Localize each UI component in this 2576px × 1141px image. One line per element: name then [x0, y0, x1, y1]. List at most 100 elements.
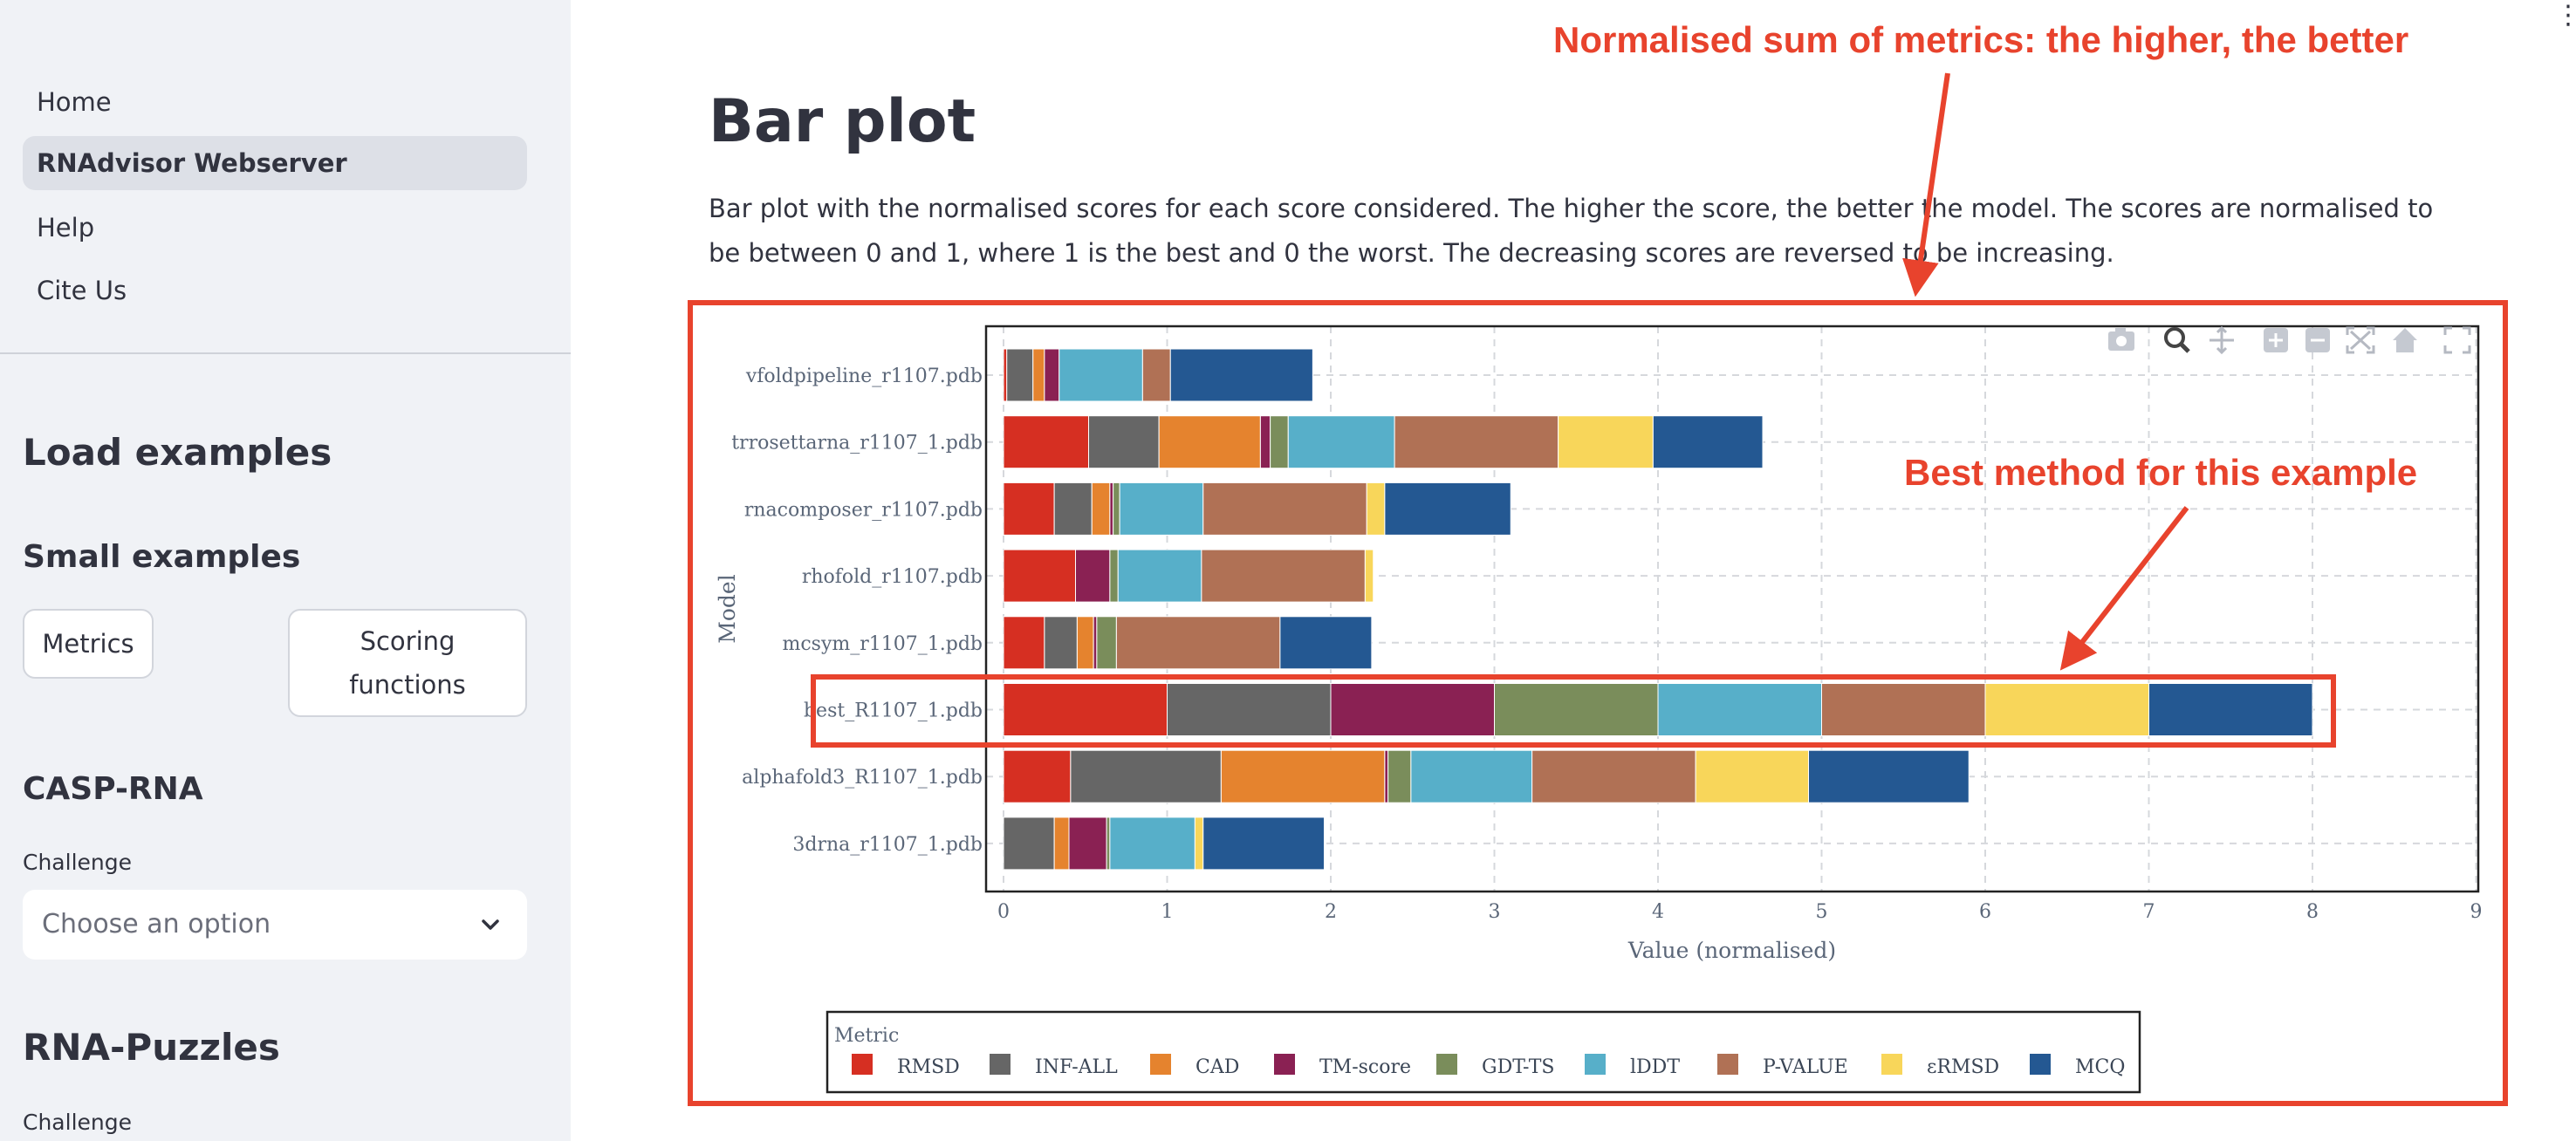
zoom-in-icon[interactable] — [2264, 328, 2288, 352]
fullscreen-icon[interactable] — [2443, 326, 2471, 354]
scoring-functions-button[interactable]: Scoring functions — [288, 609, 527, 717]
chart-highlight-frame — [688, 300, 2508, 1106]
bar-segment[interactable] — [1410, 749, 1533, 803]
zoom-out-icon[interactable] — [2305, 328, 2330, 352]
bar-segment[interactable] — [1330, 683, 1495, 736]
puzzles-challenge-label: Challenge — [23, 1110, 132, 1135]
bar-segment[interactable] — [1006, 348, 1034, 402]
legend-label[interactable]: TM-score — [1319, 1056, 1411, 1078]
bar-segment[interactable] — [1113, 482, 1120, 536]
legend-swatch[interactable] — [1881, 1054, 1902, 1075]
legend-label[interactable]: lDDT — [1630, 1056, 1680, 1078]
nav-item-rnadvisor-webserver[interactable]: RNAdvisor Webserver — [23, 136, 527, 190]
legend-label[interactable]: RMSD — [897, 1056, 960, 1078]
bar-segment[interactable] — [1169, 348, 1313, 402]
bar-segment[interactable] — [1003, 616, 1045, 670]
legend-swatch[interactable] — [852, 1054, 873, 1075]
bar-segment[interactable] — [1093, 616, 1098, 670]
nav-item-help[interactable]: Help — [37, 213, 95, 243]
bar-segment[interactable] — [1141, 348, 1171, 402]
legend-label[interactable]: MCQ — [2075, 1056, 2125, 1078]
bar-segment[interactable] — [1220, 749, 1386, 803]
nav-item-cite-us[interactable]: Cite Us — [37, 276, 127, 305]
bar-segment[interactable] — [1695, 749, 1809, 803]
bar-segment[interactable] — [1117, 549, 1202, 603]
bar-segment[interactable] — [1003, 482, 1055, 536]
zoom-icon[interactable] — [2164, 327, 2190, 353]
bar-segment[interactable] — [1366, 482, 1386, 536]
bar-segment[interactable] — [1657, 683, 1822, 736]
bar-segment[interactable] — [1091, 482, 1111, 536]
home-icon[interactable] — [2393, 328, 2417, 352]
bar-segment[interactable] — [1115, 616, 1281, 670]
more-options-icon[interactable]: ⋮ — [2555, 0, 2576, 31]
nav-item-home[interactable]: Home — [37, 87, 112, 117]
legend-swatch[interactable] — [1150, 1054, 1171, 1075]
legend-swatch[interactable] — [1717, 1054, 1738, 1075]
legend-label[interactable]: P-VALUE — [1763, 1056, 1848, 1078]
challenge-select[interactable]: Choose an option — [23, 890, 527, 960]
bar-segment[interactable] — [1003, 749, 1072, 803]
camera-icon[interactable] — [2108, 328, 2134, 351]
bar-segment[interactable] — [1394, 415, 1559, 469]
bar-segment[interactable] — [1075, 549, 1111, 603]
legend-label[interactable]: GDT-TS — [1482, 1056, 1554, 1078]
bar-segment[interactable] — [1531, 749, 1696, 803]
legend-swatch[interactable] — [1585, 1054, 1606, 1075]
legend-swatch[interactable] — [1274, 1054, 1295, 1075]
bar-segment[interactable] — [1096, 616, 1117, 670]
legend-label[interactable]: INF-ALL — [1035, 1056, 1118, 1078]
autoscale-icon[interactable] — [2346, 326, 2375, 354]
bar-segment[interactable] — [1106, 816, 1111, 871]
bar-segment[interactable] — [1384, 749, 1389, 803]
bar-segment[interactable] — [1109, 816, 1196, 871]
metrics-button[interactable]: Metrics — [23, 609, 154, 679]
bar-segment[interactable] — [2148, 683, 2313, 736]
bar-segment[interactable] — [1167, 683, 1332, 736]
bar-segment[interactable] — [1003, 348, 1008, 402]
legend-label[interactable]: εRMSD — [1927, 1056, 1999, 1078]
bar-segment[interactable] — [1003, 816, 1055, 871]
bar-segment[interactable] — [1259, 415, 1271, 469]
bar-segment[interactable] — [1270, 415, 1289, 469]
pan-icon[interactable] — [2209, 325, 2234, 355]
bar-segment[interactable] — [1076, 616, 1094, 670]
legend-swatch[interactable] — [2030, 1054, 2051, 1075]
bar-segment[interactable] — [1821, 683, 1986, 736]
bar-segment[interactable] — [1808, 749, 1970, 803]
bar-segment[interactable] — [1287, 415, 1395, 469]
bar-segment[interactable] — [1558, 415, 1654, 469]
bar-segment[interactable] — [1058, 348, 1143, 402]
bar-segment[interactable] — [1158, 415, 1261, 469]
bar-segment[interactable] — [1194, 816, 1204, 871]
bar-segment[interactable] — [1032, 348, 1045, 402]
bar-segment[interactable] — [1109, 549, 1119, 603]
bar-segment[interactable] — [1068, 816, 1107, 871]
bar-segment[interactable] — [1109, 482, 1114, 536]
bar-segment[interactable] — [1044, 348, 1060, 402]
bar-segment[interactable] — [1003, 683, 1168, 736]
bar-segment[interactable] — [1201, 549, 1366, 603]
bar-segment[interactable] — [1384, 482, 1511, 536]
legend-swatch[interactable] — [1436, 1054, 1457, 1075]
bar-segment[interactable] — [1652, 415, 1764, 469]
bar-segment[interactable] — [1119, 482, 1204, 536]
bar-segment[interactable] — [1044, 616, 1078, 670]
bar-segment[interactable] — [1279, 616, 1373, 670]
bar-segment[interactable] — [1088, 415, 1160, 469]
bar-segment[interactable] — [1202, 816, 1325, 871]
bar-segment[interactable] — [1003, 415, 1089, 469]
bar-segment[interactable] — [1003, 549, 1076, 603]
legend-label[interactable]: CAD — [1196, 1056, 1239, 1078]
bar-segment[interactable] — [1494, 683, 1659, 736]
x-axis-ticks: 0 1 2 3 4 5 6 7 8 9 — [997, 901, 2483, 923]
legend-swatch[interactable] — [990, 1054, 1011, 1075]
bar-segment[interactable] — [1984, 683, 2149, 736]
bar-segment[interactable] — [1070, 749, 1222, 803]
bar-segment[interactable] — [1053, 482, 1093, 536]
bar-segment[interactable] — [1364, 549, 1374, 603]
bar-segment[interactable] — [1202, 482, 1367, 536]
bar-segment[interactable] — [1053, 816, 1070, 871]
bar-segment[interactable] — [1387, 749, 1412, 803]
